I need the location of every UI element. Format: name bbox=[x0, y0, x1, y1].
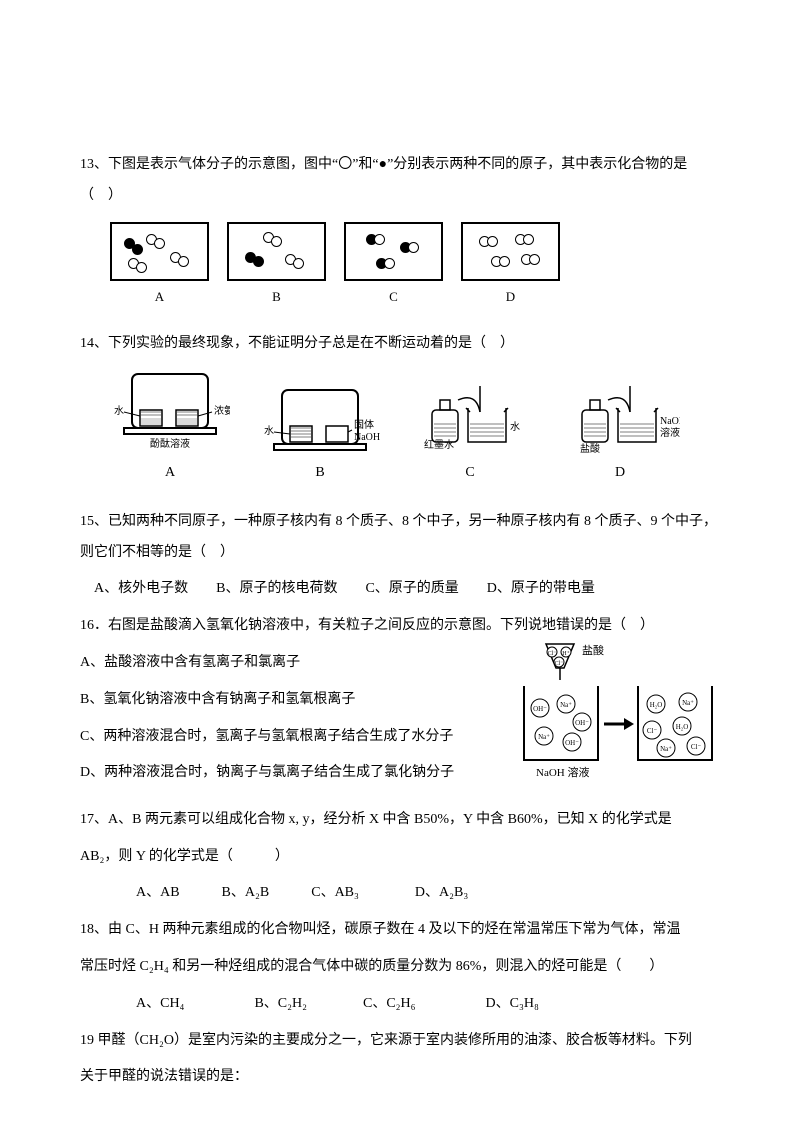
q14-label-c: C bbox=[465, 458, 474, 489]
svg-text:盐酸: 盐酸 bbox=[582, 643, 604, 657]
q14a-phen: 酚酞溶液 bbox=[150, 434, 190, 456]
q15-stem: 15、已知两种不同原子，一种原子核内有 8 个质子、8 个中子，另一种原子核内有… bbox=[80, 507, 720, 569]
svg-text:水: 水 bbox=[510, 421, 520, 433]
q19-stem2: 关于甲醛的说法错误的是： bbox=[80, 1062, 720, 1093]
svg-text:OH⁻: OH⁻ bbox=[565, 739, 579, 747]
q19-stem1: 19 甲醛（CH₂O）是室内污染的主要成分之一，它来源于室内装修所用的油漆、胶合… bbox=[80, 1026, 720, 1057]
svg-text:H⁺: H⁺ bbox=[562, 650, 570, 657]
svg-text:H₂O: H₂O bbox=[650, 701, 663, 709]
q18-stem1: 18、由 C、H 两种元素组成的化合物叫烃，碳原子数在 4 及以下的烃在常温常压… bbox=[80, 915, 720, 946]
svg-text:盐酸: 盐酸 bbox=[580, 442, 600, 455]
q13-fig-b: B bbox=[227, 222, 326, 312]
svg-text:NaOH: NaOH bbox=[354, 432, 380, 443]
q14-fig-b: 水 固体 NaOH B bbox=[260, 386, 380, 489]
q14a-water: 水 bbox=[114, 405, 124, 417]
svg-text:Cl⁻: Cl⁻ bbox=[548, 651, 557, 657]
q18-opts: A、CH₄ B、C₂H₂ C、C₂H₆ D、C₃H₈ bbox=[80, 989, 720, 1020]
q13-label-b: B bbox=[272, 283, 281, 312]
svg-text:NaOH: NaOH bbox=[660, 416, 680, 427]
svg-text:固体: 固体 bbox=[354, 419, 374, 431]
q13-fig-a: A bbox=[110, 222, 209, 312]
q17-stem1: 17、A、B 两元素可以组成化合物 x, y，经分析 X 中含 B50%，Y 中… bbox=[80, 805, 720, 836]
q16-b: B、氢氧化钠溶液中含有钠离子和氢氧根离子 bbox=[80, 685, 498, 716]
q17-stem2: AB₂，则 Y 的化学式是（ ） bbox=[80, 842, 720, 873]
svg-text:Na⁺: Na⁺ bbox=[538, 733, 550, 741]
svg-text:OH⁻: OH⁻ bbox=[575, 719, 589, 727]
q15-opts: A、核外电子数 B、原子的核电荷数 C、原子的质量 D、原子的带电量 bbox=[80, 574, 720, 605]
q14-label-d: D bbox=[615, 458, 625, 489]
q16-diagram: Cl⁻ H⁺ Cl⁻ 盐酸 OH⁻ Na⁺ OH⁻ Na⁺ OH⁻ H₂O Na… bbox=[510, 642, 720, 805]
q18-stem2: 常压时烃 C₂H₄ 和另一种烃组成的混合气体中碳的质量分数为 86%，则混入的烃… bbox=[80, 952, 720, 983]
svg-text:Na⁺: Na⁺ bbox=[682, 699, 694, 707]
q16-d: D、两种溶液混合时，钠离子与氯离子结合生成了氯化钠分子 bbox=[80, 758, 498, 789]
svg-text:红墨水: 红墨水 bbox=[424, 438, 454, 451]
q13-figures: A B C D bbox=[110, 222, 720, 312]
q14-figures: 水 浓氨水 酚酞溶液 A 水 固体 NaOH B bbox=[110, 370, 720, 489]
q16-a: A、盐酸溶液中含有氢离子和氯离子 bbox=[80, 648, 498, 679]
q14-fig-a: 水 浓氨水 酚酞溶液 A bbox=[110, 370, 230, 489]
svg-text:水: 水 bbox=[264, 425, 274, 437]
q14-fig-c: 红墨水 水 C bbox=[410, 386, 530, 489]
q14-label-a: A bbox=[165, 458, 175, 489]
q14a-nh3: 浓氨水 bbox=[214, 404, 230, 417]
q17-opts: A、AB B、A₂B C、AB₃ D、A₂B₃ bbox=[80, 878, 720, 909]
svg-text:NaOH 溶液: NaOH 溶液 bbox=[536, 765, 589, 779]
q13-label-d: D bbox=[506, 283, 515, 312]
svg-text:溶液: 溶液 bbox=[660, 426, 680, 439]
q13-label-a: A bbox=[155, 283, 164, 312]
svg-text:Na⁺: Na⁺ bbox=[560, 701, 572, 709]
q14-fig-d: 盐酸 NaOH 溶液 D bbox=[560, 386, 680, 489]
svg-text:Na⁺: Na⁺ bbox=[660, 745, 672, 753]
q16-stem: 16．右图是盐酸滴入氢氧化钠溶液中，有关粒子之间反应的示意图。下列说地错误的是（… bbox=[80, 611, 720, 642]
q14-label-b: B bbox=[315, 458, 324, 489]
svg-text:OH⁻: OH⁻ bbox=[533, 705, 547, 713]
svg-text:Cl⁻: Cl⁻ bbox=[555, 661, 564, 667]
q13-fig-d: D bbox=[461, 222, 560, 312]
q16-c: C、两种溶液混合时，氢离子与氢氧根离子结合生成了水分子 bbox=[80, 722, 498, 753]
svg-text:H₂O: H₂O bbox=[676, 723, 689, 731]
svg-text:Cl⁻: Cl⁻ bbox=[647, 727, 658, 735]
q14-stem: 14、下列实验的最终现象，不能证明分子总是在不断运动着的是（ ） bbox=[80, 329, 720, 360]
q13-label-c: C bbox=[389, 283, 398, 312]
svg-text:Cl⁻: Cl⁻ bbox=[691, 743, 702, 751]
q13-fig-c: C bbox=[344, 222, 443, 312]
q13-stem: 13、下图是表示气体分子的示意图，图中“〇”和“●”分别表示两种不同的原子，其中… bbox=[80, 150, 720, 212]
